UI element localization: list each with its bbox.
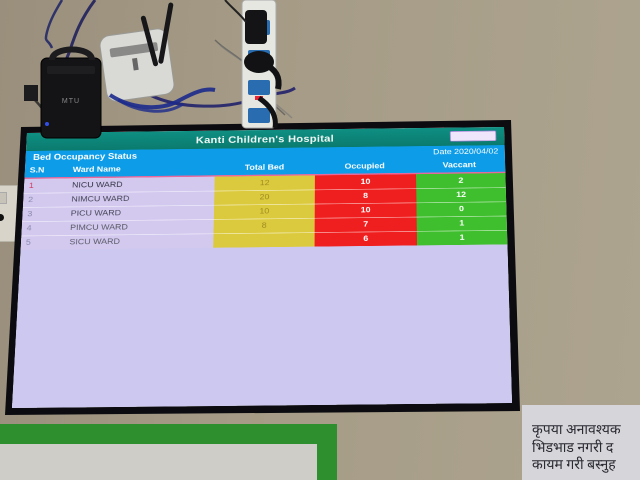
svg-text:MTU: MTU (62, 98, 80, 105)
